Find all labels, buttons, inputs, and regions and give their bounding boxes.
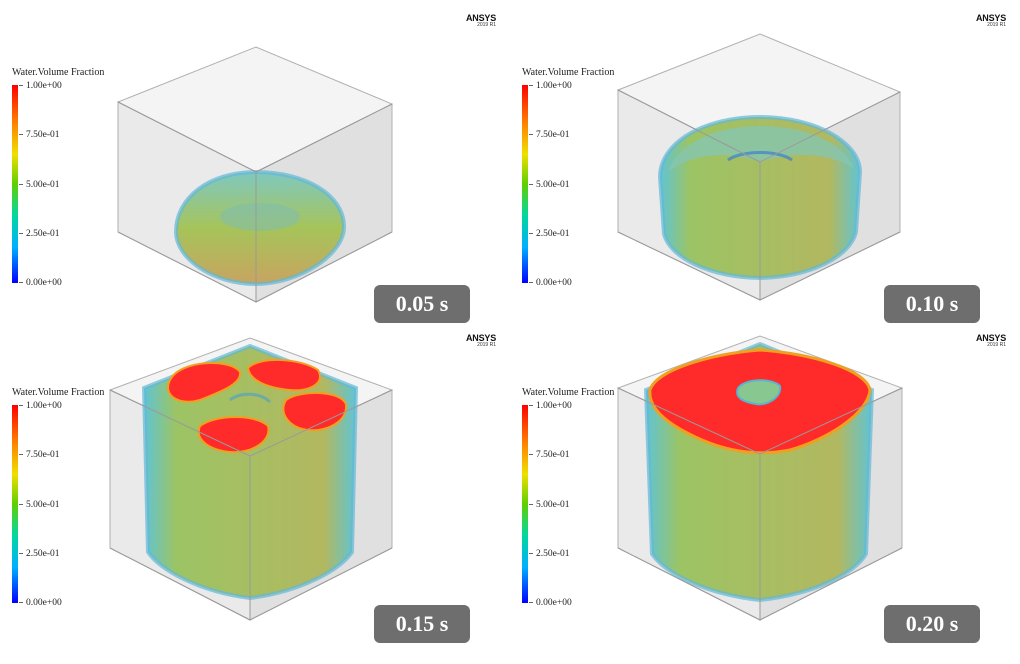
- cube-render: [116, 46, 394, 303]
- colorbar-label-050: 5.00e-01: [536, 500, 570, 510]
- logo-version: 2019 R1: [987, 342, 1006, 348]
- colorbar-tick: [529, 184, 533, 185]
- colorbar-label-min: 0.00e+00: [536, 598, 572, 608]
- legend-title: Water.Volume Fraction: [522, 67, 615, 78]
- colorbar-label-min: 0.00e+00: [26, 278, 62, 288]
- colorbar: [12, 85, 18, 283]
- logo-brand: ANSYS: [975, 13, 1006, 23]
- colorbar-label-025: 2.50e-01: [536, 229, 570, 239]
- colorbar-tick: [19, 184, 23, 185]
- ansys-logo: ANSYS 2019 R1: [976, 14, 1006, 28]
- colorbar-tick: [19, 504, 23, 505]
- colorbar-tick: [529, 405, 533, 406]
- colorbar: [522, 405, 528, 603]
- logo-version: 2019 R1: [987, 22, 1006, 28]
- colorbar-label-max: 1.00e+00: [26, 401, 62, 411]
- time-badge: 0.05 s: [374, 285, 470, 323]
- panel-0-05s: ANSYS 2019 R1 Water.Volume Fraction 1.00…: [0, 0, 510, 323]
- colorbar-tick: [529, 233, 533, 234]
- colorbar-tick: [529, 602, 533, 603]
- time-badge: 0.15 s: [374, 605, 470, 643]
- logo-version: 2019 R1: [477, 342, 496, 348]
- colorbar-label-max: 1.00e+00: [536, 81, 572, 91]
- colorbar-tick: [19, 454, 23, 455]
- colorbar-label-max: 1.00e+00: [536, 401, 572, 411]
- time-badge: 0.20 s: [884, 605, 980, 643]
- cube-render: [108, 337, 394, 621]
- panel-0-20s: ANSYS 2019 R1 Water.Volume Fraction 1.00…: [510, 320, 1020, 643]
- colorbar-tick: [19, 85, 23, 86]
- ansys-logo: ANSYS 2019 R1: [466, 334, 496, 348]
- colorbar-label-075: 7.50e-01: [536, 130, 570, 140]
- time-badge: 0.10 s: [884, 285, 980, 323]
- colorbar-label-025: 2.50e-01: [536, 549, 570, 559]
- colorbar-tick: [19, 553, 23, 554]
- colorbar: [522, 85, 528, 283]
- ansys-logo: ANSYS 2019 R1: [466, 14, 496, 28]
- colorbar-tick: [529, 134, 533, 135]
- colorbar-tick: [529, 282, 533, 283]
- colorbar-label-min: 0.00e+00: [26, 598, 62, 608]
- logo-brand: ANSYS: [465, 333, 496, 343]
- legend-title: Water.Volume Fraction: [522, 387, 615, 398]
- logo-version: 2019 R1: [477, 22, 496, 28]
- colorbar-tick: [529, 553, 533, 554]
- colorbar-label-025: 2.50e-01: [26, 229, 60, 239]
- legend-title: Water.Volume Fraction: [12, 67, 105, 78]
- colorbar-tick: [19, 282, 23, 283]
- colorbar-tick: [529, 504, 533, 505]
- colorbar-label-075: 7.50e-01: [536, 450, 570, 460]
- colorbar-tick: [19, 134, 23, 135]
- colorbar-tick: [529, 454, 533, 455]
- ansys-logo: ANSYS 2019 R1: [976, 334, 1006, 348]
- colorbar-label-050: 5.00e-01: [536, 180, 570, 190]
- colorbar-label-min: 0.00e+00: [536, 278, 572, 288]
- liquid-core: [167, 362, 242, 403]
- colorbar-tick: [19, 233, 23, 234]
- cube-render: [616, 33, 902, 301]
- colorbar-tick: [19, 602, 23, 603]
- logo-brand: ANSYS: [465, 13, 496, 23]
- colorbar-label-050: 5.00e-01: [26, 500, 60, 510]
- cube-render: [616, 335, 904, 621]
- colorbar-label-max: 1.00e+00: [26, 81, 62, 91]
- panel-0-10s: ANSYS 2019 R1 Water.Volume Fraction 1.00…: [510, 0, 1020, 323]
- colorbar-tick: [19, 405, 23, 406]
- colorbar-label-075: 7.50e-01: [26, 130, 60, 140]
- colorbar-tick: [529, 85, 533, 86]
- colorbar: [12, 405, 18, 603]
- legend-title: Water.Volume Fraction: [12, 387, 105, 398]
- colorbar-label-075: 7.50e-01: [26, 450, 60, 460]
- logo-brand: ANSYS: [975, 333, 1006, 343]
- panel-0-15s: ANSYS 2019 R1 Water.Volume Fraction 1.00…: [0, 320, 510, 643]
- colorbar-label-025: 2.50e-01: [26, 549, 60, 559]
- colorbar-label-050: 5.00e-01: [26, 180, 60, 190]
